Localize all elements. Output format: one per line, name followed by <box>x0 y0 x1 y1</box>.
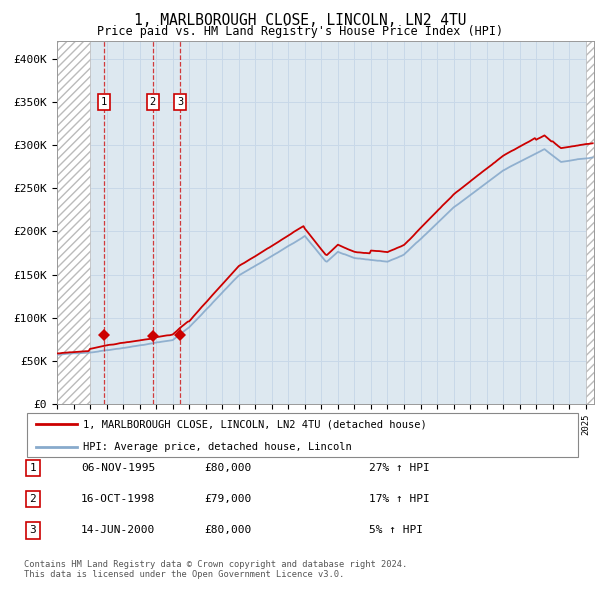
Text: 1, MARLBOROUGH CLOSE, LINCOLN, LN2 4TU (detached house): 1, MARLBOROUGH CLOSE, LINCOLN, LN2 4TU (… <box>83 419 427 429</box>
Text: 06-NOV-1995: 06-NOV-1995 <box>81 463 155 473</box>
Text: £80,000: £80,000 <box>205 526 252 535</box>
Text: Contains HM Land Registry data © Crown copyright and database right 2024.
This d: Contains HM Land Registry data © Crown c… <box>24 560 407 579</box>
Text: 16-OCT-1998: 16-OCT-1998 <box>81 494 155 504</box>
Text: 2: 2 <box>29 494 37 504</box>
Text: 17% ↑ HPI: 17% ↑ HPI <box>369 494 430 504</box>
Text: £80,000: £80,000 <box>205 463 252 473</box>
Text: 2: 2 <box>149 97 156 107</box>
Text: 1, MARLBOROUGH CLOSE, LINCOLN, LN2 4TU: 1, MARLBOROUGH CLOSE, LINCOLN, LN2 4TU <box>134 13 466 28</box>
Text: 1: 1 <box>101 97 107 107</box>
Text: HPI: Average price, detached house, Lincoln: HPI: Average price, detached house, Linc… <box>83 442 352 453</box>
Text: 27% ↑ HPI: 27% ↑ HPI <box>369 463 430 473</box>
Text: £79,000: £79,000 <box>205 494 252 504</box>
Text: 5% ↑ HPI: 5% ↑ HPI <box>369 526 423 535</box>
FancyBboxPatch shape <box>27 412 578 457</box>
Text: Price paid vs. HM Land Registry's House Price Index (HPI): Price paid vs. HM Land Registry's House … <box>97 25 503 38</box>
Text: 3: 3 <box>177 97 183 107</box>
Text: 3: 3 <box>29 526 37 535</box>
Text: 14-JUN-2000: 14-JUN-2000 <box>81 526 155 535</box>
Text: 1: 1 <box>29 463 37 473</box>
